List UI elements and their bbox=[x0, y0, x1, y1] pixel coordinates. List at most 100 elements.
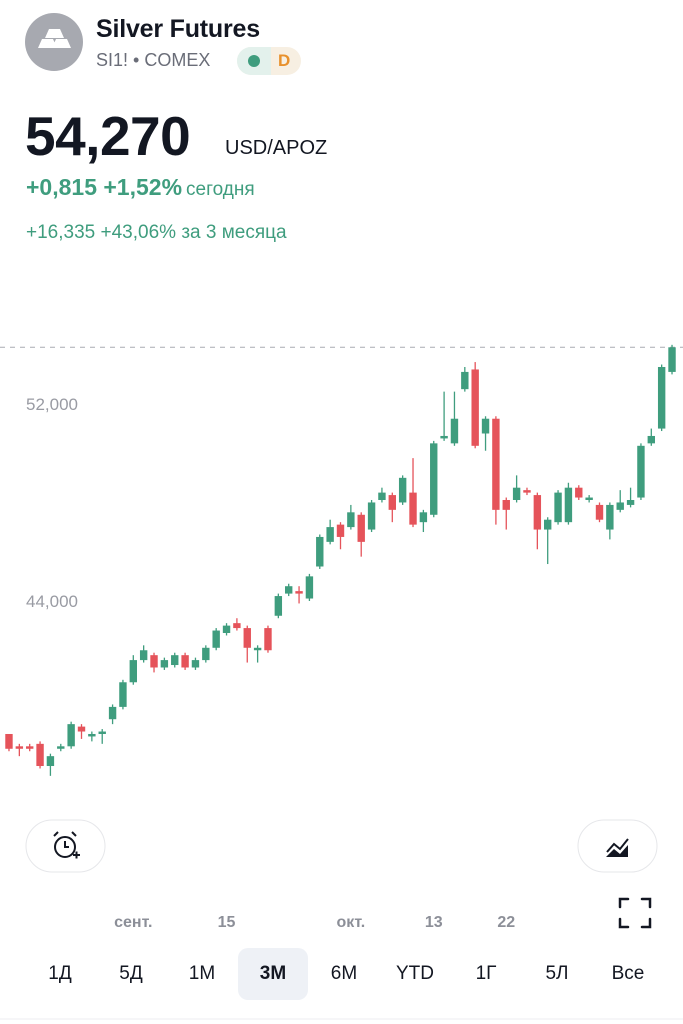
candle-body bbox=[46, 756, 55, 767]
range-tab[interactable]: 1Д bbox=[48, 963, 72, 984]
candle-body bbox=[191, 660, 200, 668]
candle-body bbox=[668, 347, 676, 372]
candle-body bbox=[295, 591, 303, 594]
candle-body bbox=[367, 502, 376, 530]
candle-body bbox=[430, 443, 438, 515]
candle-body bbox=[492, 418, 500, 510]
candle-body bbox=[171, 655, 179, 666]
candle-body bbox=[36, 743, 44, 767]
candle-body bbox=[502, 500, 510, 510]
candle-body bbox=[181, 655, 189, 668]
candle-body bbox=[233, 623, 241, 629]
candle-body bbox=[108, 706, 117, 720]
candle-body bbox=[150, 655, 158, 668]
x-tick-label: окт. bbox=[337, 914, 366, 931]
price: 54,270 bbox=[25, 105, 191, 167]
status-badge: D bbox=[237, 47, 301, 75]
candle-body bbox=[5, 733, 13, 749]
x-tick-label: 15 bbox=[218, 914, 236, 931]
candle-body bbox=[523, 490, 531, 493]
range-tab[interactable]: Все bbox=[611, 963, 645, 984]
candle-body bbox=[336, 524, 345, 537]
candle-body bbox=[222, 625, 231, 634]
x-tick-label: 22 bbox=[497, 914, 515, 931]
y-tick-label: 52,000 bbox=[26, 395, 78, 414]
candle-body bbox=[26, 746, 34, 749]
candle-body bbox=[481, 418, 490, 434]
candle-body bbox=[585, 497, 593, 500]
unit: USD/APOZ bbox=[225, 137, 328, 159]
candle-body bbox=[316, 536, 324, 567]
candle-body bbox=[57, 746, 65, 749]
indicator-button[interactable] bbox=[577, 819, 658, 873]
candle-body bbox=[533, 495, 542, 530]
candle-body bbox=[139, 650, 148, 661]
period-label: за 3 месяца bbox=[181, 222, 287, 243]
range-tab[interactable]: 3М bbox=[238, 948, 308, 1000]
candle-body bbox=[575, 487, 583, 498]
change-today: +0,815 +1,52% сегодня bbox=[26, 174, 255, 201]
range-tab[interactable]: 5Д bbox=[119, 963, 143, 984]
candle-body bbox=[388, 495, 396, 510]
change-period: +16,335 +43,06% за 3 месяца bbox=[26, 222, 287, 244]
range-tab[interactable]: 1Г bbox=[475, 963, 497, 984]
range-tab[interactable]: 5Л bbox=[545, 963, 569, 984]
candle-body bbox=[98, 731, 106, 734]
x-tick-label: 13 bbox=[425, 914, 443, 931]
change-value: +0,815 +1,52% bbox=[26, 174, 183, 200]
candle-body bbox=[285, 586, 293, 594]
plot-area: 44,000 52,000 сент. 15 окт. 13 22 bbox=[0, 344, 683, 931]
range-tabs: 1Д 5Д 1М 3М 6М YTD 1Г 5Л Все bbox=[0, 948, 683, 1000]
exchange: COMEX bbox=[144, 50, 211, 70]
today-label: сегодня bbox=[186, 179, 255, 200]
candle-body bbox=[544, 519, 552, 530]
candle-body bbox=[274, 596, 283, 616]
candle-body bbox=[461, 371, 469, 390]
candle-body bbox=[419, 512, 428, 523]
candle-body bbox=[554, 492, 562, 523]
fullscreen-button[interactable] bbox=[618, 897, 652, 929]
candle-body bbox=[595, 504, 604, 520]
candle-body bbox=[616, 502, 624, 510]
candle-body bbox=[119, 682, 127, 707]
candle-body bbox=[398, 477, 407, 503]
range-tab[interactable]: YTD bbox=[396, 963, 434, 984]
candle-body bbox=[67, 724, 75, 747]
logo bbox=[25, 13, 83, 71]
candle-body bbox=[77, 726, 86, 732]
y-tick-label: 44,000 bbox=[26, 592, 78, 611]
symbol-line: SI1! • COMEX bbox=[96, 50, 211, 70]
candle-body bbox=[357, 514, 365, 542]
candle-body bbox=[512, 487, 521, 500]
candle-body bbox=[564, 487, 573, 523]
candle-body bbox=[15, 746, 24, 749]
candle-body bbox=[626, 500, 635, 505]
candle-body bbox=[264, 628, 272, 651]
candle-body bbox=[253, 647, 262, 651]
x-tick-label: сент. bbox=[114, 914, 152, 931]
range-tab[interactable]: 1М bbox=[188, 963, 216, 984]
candle-body bbox=[305, 576, 314, 599]
badge-label: D bbox=[278, 51, 291, 70]
candle-body bbox=[326, 527, 334, 542]
period-change: +16,335 +43,06% bbox=[26, 222, 177, 243]
candle-body bbox=[347, 512, 355, 528]
candle-body bbox=[440, 435, 448, 439]
candle-body bbox=[606, 504, 614, 530]
candle-body bbox=[243, 628, 251, 648]
candle-body bbox=[450, 418, 459, 444]
candle-body bbox=[657, 366, 666, 429]
candle-body bbox=[160, 660, 169, 668]
candle-body bbox=[378, 492, 386, 500]
alarm-button[interactable] bbox=[25, 819, 106, 873]
title: Silver Futures bbox=[96, 15, 260, 43]
candle-body bbox=[471, 369, 479, 446]
candle-body bbox=[637, 445, 645, 498]
candle-body bbox=[88, 733, 96, 737]
candle-body bbox=[212, 630, 220, 648]
candle-body bbox=[647, 435, 655, 444]
symbol: SI1! bbox=[96, 50, 129, 70]
range-tab[interactable]: 6М bbox=[330, 963, 358, 984]
candle-body bbox=[202, 647, 210, 661]
